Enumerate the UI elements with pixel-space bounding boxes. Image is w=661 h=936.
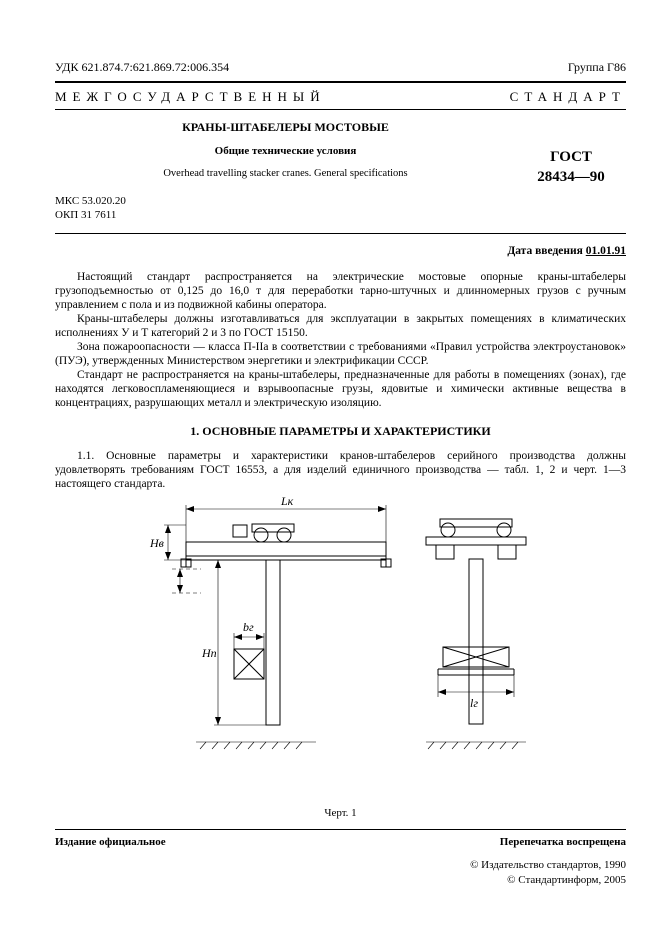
gost-number: 28434—90 bbox=[516, 168, 626, 188]
figure-1: Lк Hв bг Hп lг Черт. 1 bbox=[55, 497, 626, 821]
fig-label-hb: Hв bbox=[149, 536, 164, 550]
date-line: Дата введения 01.01.91 bbox=[55, 244, 626, 258]
copyright-1: © Издательство стандартов, 1990 bbox=[55, 858, 626, 873]
section-1-heading: 1. ОСНОВНЫЕ ПАРАМЕТРЫ И ХАРАКТЕРИСТИКИ bbox=[55, 424, 626, 439]
group-code: Группа Г86 bbox=[568, 60, 626, 75]
title-sub: Общие технические условия bbox=[55, 145, 516, 159]
okp-code: ОКП 31 7611 bbox=[55, 209, 626, 223]
codes-block: МКС 53.020.20 ОКП 31 7611 bbox=[55, 195, 626, 223]
title-eng: Overhead travelling stacker cranes. Gene… bbox=[55, 167, 516, 180]
title-main: КРАНЫ-ШТАБЕЛЕРЫ МОСТОВЫЕ bbox=[55, 120, 516, 135]
interstate-title: МЕЖГОСУДАРСТВЕННЫЙ СТАНДАРТ bbox=[55, 89, 626, 105]
para-1-1: 1.1. Основные параметры и характеристики… bbox=[55, 449, 626, 491]
para-2: Краны-штабелеры должны изготавливаться д… bbox=[55, 312, 626, 340]
date-value: 01.01.91 bbox=[586, 245, 626, 257]
figure-1-caption: Черт. 1 bbox=[55, 807, 626, 821]
para-1: Настоящий стандарт распространяется на э… bbox=[55, 270, 626, 312]
udk-code: УДК 621.874.7:621.869.72:006.354 bbox=[55, 60, 229, 75]
mks-code: МКС 53.020.20 bbox=[55, 195, 626, 209]
footer-right: Перепечатка воспрещена bbox=[500, 836, 626, 850]
fig-label-bg: bг bbox=[243, 620, 254, 634]
footer-row: Издание официальное Перепечатка воспреще… bbox=[55, 836, 626, 850]
gost-label: ГОСТ bbox=[516, 148, 626, 168]
header-left: КРАНЫ-ШТАБЕЛЕРЫ МОСТОВЫЕ Общие техническ… bbox=[55, 120, 516, 187]
rule-thin-1 bbox=[55, 109, 626, 110]
date-label: Дата введения bbox=[507, 245, 585, 257]
rule-thick-top bbox=[55, 81, 626, 83]
copyright-block: © Издательство стандартов, 1990 © Станда… bbox=[55, 858, 626, 889]
udk-row: УДК 621.874.7:621.869.72:006.354 Группа … bbox=[55, 60, 626, 75]
footer-left: Издание официальное bbox=[55, 836, 166, 850]
fig-label-lk: Lк bbox=[280, 497, 294, 508]
fig-label-lg: lг bbox=[470, 696, 478, 710]
para-3: Зона пожароопасности — класса П-IIа в со… bbox=[55, 340, 626, 368]
figure-1-svg: Lк Hв bг Hп lг bbox=[126, 497, 556, 777]
rule-thin-2 bbox=[55, 233, 626, 234]
header-right: ГОСТ 28434—90 bbox=[516, 120, 626, 187]
para-4: Стандарт не распространяется на краны-шт… bbox=[55, 368, 626, 410]
page: УДК 621.874.7:621.869.72:006.354 Группа … bbox=[0, 0, 661, 936]
copyright-2: © Стандартинформ, 2005 bbox=[55, 873, 626, 888]
fig-label-hn: Hп bbox=[201, 646, 217, 660]
rule-thin-footer bbox=[55, 829, 626, 830]
header-block: КРАНЫ-ШТАБЕЛЕРЫ МОСТОВЫЕ Общие техническ… bbox=[55, 120, 626, 187]
